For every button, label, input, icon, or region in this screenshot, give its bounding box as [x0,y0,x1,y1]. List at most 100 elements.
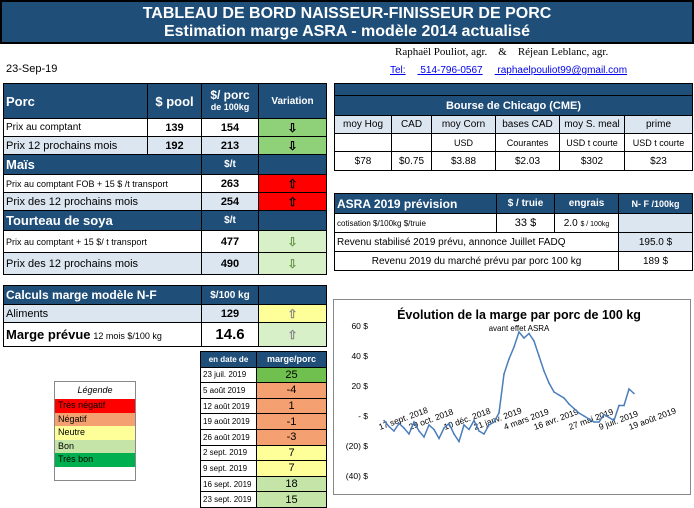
chart-point [528,332,530,335]
chart-point [603,413,605,416]
market-prices-table: Porc $ pool $/ porc de 100kg Variation P… [3,83,327,275]
date-col-header: en date de [200,351,257,368]
asra-title: ASRA 2019 prévision [334,193,497,214]
down-arrow-icon: ⇩ [258,230,327,253]
legend: Légende Très négatif Négatif Neutre Bon Très… [54,381,136,481]
legend-title: Légende [77,385,113,395]
report-date: 23-Sep-19 [6,63,58,75]
margin-history-value: 18 [256,475,327,493]
chart-point [408,433,410,435]
chart-point [573,407,575,410]
down-arrow-icon: ⇩ [258,252,327,275]
margin-history-value: 15 [256,491,327,508]
email-link[interactable]: raphaelpouliot99@gmail.com [497,65,628,76]
chart-point [563,397,565,399]
pool-col-header: $ pool [147,83,202,119]
chart-point [383,419,385,422]
chart-annotation: avant effet ASRA [489,324,550,333]
chart-point [633,392,635,395]
chicago-unit: USD t courte [559,133,625,152]
legend-item: Neutre [55,426,135,440]
rev-stabilise-label: Revenu stabilisé 2019 prévu, annonce Jui… [333,232,620,252]
mais-header: Maïs [3,154,202,175]
engrais-cell: 2.0 $ / 100kg [553,213,620,233]
chart-point [508,358,510,360]
chart-point [543,370,545,372]
rev-marche-value: 189 $ [618,251,694,271]
cotisation-label: cotisation $/100kg $/truie [334,213,497,233]
dashboard-title: TABLEAU DE BORD NAISSEUR-FINISSEUR DE PO… [142,5,552,22]
porc-pool-value: 139 [147,118,202,137]
margin-history-value: -3 [256,428,327,446]
chicago-col-header: prime [623,115,694,134]
chicago-col-header: CAD [391,115,432,134]
asra-blank [618,213,694,233]
contact-line[interactable]: Tel: 514-796-0567 raphaelpouliot99@gmail… [390,65,639,76]
cotisation-value-cell: 33 $ [496,213,555,233]
margin-history-row: 5 août 2019 -4 [200,382,327,399]
chart-point [448,422,450,425]
chicago-value: $3.88 [431,151,496,171]
chicago-top-band [333,83,694,96]
chicago-unit [334,133,392,152]
chicago-value: $78 [334,151,392,171]
chart-point [598,421,600,423]
porc-pool-value: 192 [147,136,202,155]
chart-y-tick-label: 60 $ [351,321,368,331]
margin-history-date: 19 août 2019 [200,413,257,430]
chicago-unit: USD [431,133,496,152]
margin-history-row: 19 août 2019 -1 [200,413,327,430]
chart-point [628,388,630,390]
margin-history-row: 2 sept. 2019 7 [200,444,327,462]
chicago-col-row: moy Hog CAD moy Corn bases CAD moy S. meal pr… [334,115,694,134]
chart-point [623,404,625,407]
aliments-label: Aliments [3,304,202,323]
chart-point [403,427,405,429]
chart-point [413,421,415,423]
margin-history-row: 23 juil. 2019 25 [200,366,327,384]
margin-history-date: 9 sept. 2019 [200,460,257,477]
margin-history-date: 23 juil. 2019 [200,366,257,384]
chart-point [578,412,580,414]
engrais-unit: $ / 100kg [580,220,610,228]
margin-history-value: -4 [256,382,327,399]
margin-history-table: en date de marge/porc 23 juil. 2019 25 5 a… [200,351,327,508]
tel-number[interactable]: 514-796-0567 [420,65,483,76]
porc-row-label: Prix au comptant [3,118,148,137]
chart-point [443,427,445,429]
margin-history-row: 9 sept. 2019 7 [200,460,327,477]
cotisation-unit: $ [530,217,537,229]
chart-point [483,433,485,435]
chicago-title: Bourse de Chicago (CME) [333,95,694,116]
mais-unit-header: $/t [201,154,259,175]
chicago-value: $302 [559,151,625,171]
chicago-unit: USD t courte [623,133,694,152]
margin-history-row: 12 août 2019 1 [200,397,327,415]
rev-stabilise-value: 195.0 $ [618,232,694,252]
margin-chart: Évolution de la marge par porc de 100 kg… [333,299,691,495]
chicago-value: $23 [623,151,694,171]
chart-point [423,436,425,438]
up-arrow-icon: ⇧ [258,304,327,323]
chart-point [553,391,555,393]
up-arrow-icon: ⇧ [258,174,327,193]
chart-y-axis: 60 $ 40 $ 20 $ - $ (20) $ (40) $ [346,321,368,481]
mais-header-blank [258,154,327,175]
chart-point [488,424,490,426]
margin-history-value: 1 [256,397,327,415]
margin-history-value: 25 [256,366,327,384]
chart-y-tick-label: (20) $ [346,441,368,451]
porc-row-label: Prix 12 prochains mois [3,136,148,155]
chart-point [393,430,395,432]
chicago-table: Bourse de Chicago (CME) moy Hog CAD moy Co… [333,83,694,171]
marge-value: 14.6 [201,322,259,347]
chicago-col-header: moy S. meal [559,115,625,134]
calc-header: Calculs marge modèle N-F [3,285,202,305]
chicago-col-header: bases CAD [495,115,560,134]
margin-history-row: 16 sept. 2019 18 [200,475,327,493]
rev-marche-label: Revenu 2019 du marché prévu par porc 100… [333,251,620,271]
chart-point [558,394,560,396]
chart-point [513,346,515,348]
chart-point [523,337,525,339]
